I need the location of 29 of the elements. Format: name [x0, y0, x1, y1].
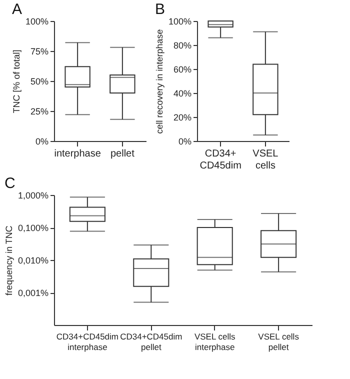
- y-tick-label: 0,100%: [18, 223, 48, 233]
- y-tick-label: 80%: [173, 40, 192, 50]
- y-tick-label: 1,000%: [18, 190, 48, 200]
- x-tick-label: pellet: [110, 148, 135, 160]
- y-tick-label: 0%: [178, 136, 192, 146]
- x-tick-label: VSEL cells interphase: [194, 332, 236, 352]
- y-tick-label: 0%: [35, 136, 48, 146]
- chart-title: C: [4, 175, 16, 192]
- chart-title: A: [12, 1, 22, 18]
- x-tick-label: CD34+ CD45dim: [200, 148, 242, 172]
- y-tick-label: 75%: [30, 46, 48, 56]
- y-tick-label: 100%: [25, 16, 48, 26]
- y-axis-title: cell recovery in interphase: [154, 29, 164, 134]
- x-tick-label: VSEL cells pellet: [258, 332, 299, 352]
- y-tick-label: 0,010%: [18, 256, 48, 266]
- x-tick-label: CD34+CD45dim pellet: [120, 332, 182, 352]
- y-tick-label: 50%: [30, 76, 48, 86]
- x-tick-label: interphase: [54, 148, 102, 160]
- x-tick-label: CD34+CD45dim interphase: [56, 332, 119, 352]
- y-tick-label: 25%: [30, 106, 48, 116]
- y-axis-title: frequency in TNC: [4, 225, 14, 296]
- chart-title: B: [154, 1, 165, 18]
- x-tick-label: VSEL cells: [252, 148, 279, 172]
- y-axis-title: TNC [% of total]: [11, 50, 22, 114]
- y-tick-label: 100%: [168, 16, 192, 26]
- y-tick-label: 60%: [173, 64, 192, 74]
- y-tick-label: 0,001%: [18, 288, 48, 298]
- y-tick-label: 20%: [173, 112, 192, 122]
- y-tick-label: 40%: [173, 88, 192, 98]
